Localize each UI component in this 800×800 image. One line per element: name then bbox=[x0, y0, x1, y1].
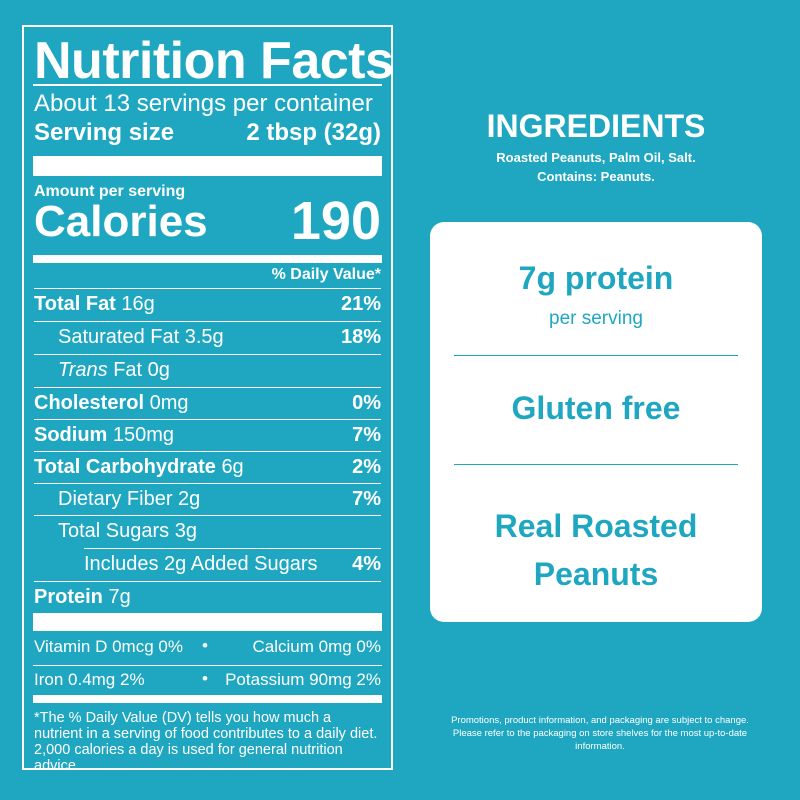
bullet: • bbox=[202, 669, 208, 688]
nutrient-name: Total Carbohydrate bbox=[34, 456, 216, 478]
nutrient-name: Protein bbox=[34, 586, 103, 608]
claims-card: 7g protein per serving Gluten free Real … bbox=[430, 222, 762, 622]
nutrient-amount: 7g bbox=[108, 586, 131, 608]
serving-size-value: 2 tbsp (32g) bbox=[246, 119, 381, 146]
nutrient-dv: 0% bbox=[352, 392, 381, 414]
divider bbox=[33, 665, 382, 666]
nutrient-amount: 150mg bbox=[112, 424, 175, 446]
potassium: Potassium 90mg 2% bbox=[225, 670, 381, 689]
nutrient-row-total-fat: Total Fat 16g 21% bbox=[34, 288, 381, 318]
nutrient-row-sodium: Sodium 150mg 7% bbox=[34, 419, 381, 449]
protein-claim-sub: per serving bbox=[549, 308, 643, 329]
nutrient-name: Dietary Fiber 2g bbox=[58, 488, 201, 510]
card-divider bbox=[454, 464, 738, 465]
ingredients-list: Roasted Peanuts, Palm Oil, Salt. bbox=[496, 150, 696, 165]
medium-divider bbox=[33, 255, 382, 263]
ingredients-contains: Contains: Peanuts. bbox=[537, 169, 655, 184]
nutrient-row-cholesterol: Cholesterol 0mg 0% bbox=[34, 387, 381, 417]
nutrient-dv: 7% bbox=[352, 424, 381, 446]
peanuts-claim: Peanuts bbox=[533, 556, 659, 592]
nutrient-dv: 2% bbox=[352, 456, 381, 478]
nutrient-row-total-carbohydrate: Total Carbohydrate 6g 2% bbox=[34, 451, 381, 481]
nutrient-row-added-sugars: Includes 2g Added Sugars 4% bbox=[84, 548, 381, 578]
gluten-free-claim: Gluten free bbox=[511, 390, 681, 426]
serving-size-label: Serving size bbox=[34, 119, 175, 146]
nutrient-row-total-sugars: Total Sugars 3g bbox=[34, 515, 381, 545]
nutrient-row-dietary-fiber: Dietary Fiber 2g 7% bbox=[34, 483, 381, 513]
nutrient-dv: 21% bbox=[340, 293, 381, 315]
nutrient-row-protein: Protein 7g bbox=[34, 581, 381, 611]
nutrient-dv: 4% bbox=[352, 553, 381, 575]
nutrient-dv: 18% bbox=[340, 326, 381, 348]
nutrient-name: Cholesterol bbox=[34, 392, 145, 414]
card-divider bbox=[454, 355, 738, 356]
disclaimer: Promotions, product information, and pac… bbox=[451, 715, 749, 752]
calcium: Calcium 0mg 0% bbox=[252, 637, 382, 656]
vitamin-d: Vitamin D 0mcg 0% bbox=[34, 637, 183, 656]
nutrient-amount: 0mg bbox=[149, 392, 189, 414]
calories-label: Calories bbox=[34, 197, 208, 246]
bullet: • bbox=[202, 636, 208, 655]
thick-divider bbox=[33, 613, 382, 631]
calories-value: 190 bbox=[290, 191, 381, 251]
nutrient-amount: Fat 0g bbox=[107, 359, 170, 381]
nutrient-row-saturated-fat: Saturated Fat 3.5g 18% bbox=[34, 321, 381, 351]
nutrient-name: Sodium bbox=[34, 424, 108, 446]
real-roasted-claim: Real Roasted bbox=[494, 508, 698, 544]
servings-per-container: About 13 servings per container bbox=[34, 90, 373, 117]
medium-divider bbox=[33, 695, 382, 703]
iron: Iron 0.4mg 2% bbox=[34, 670, 145, 689]
nutrient-amount: 16g bbox=[121, 293, 155, 315]
protein-claim: 7g protein bbox=[518, 260, 674, 296]
nutrient-name: Includes 2g Added Sugars bbox=[84, 553, 318, 575]
nutrition-facts-panel: Nutrition Facts About 13 servings per co… bbox=[22, 25, 394, 774]
nutrition-title: Nutrition Facts bbox=[34, 32, 394, 90]
amount-per-serving: Amount per serving bbox=[34, 183, 186, 200]
footnote: *The % Daily Value (DV) tells you how mu… bbox=[34, 710, 378, 774]
divider bbox=[33, 84, 382, 86]
thick-divider bbox=[33, 156, 382, 176]
nutrient-name: Trans bbox=[58, 359, 108, 381]
nutrient-name: Total Sugars 3g bbox=[58, 520, 197, 542]
daily-value-header: % Daily Value* bbox=[271, 266, 381, 283]
nutrient-row-trans-fat: Trans Fat 0g bbox=[34, 354, 381, 384]
ingredients-title: INGREDIENTS bbox=[486, 108, 706, 144]
nutrient-dv: 7% bbox=[352, 488, 381, 510]
nutrient-amount: 6g bbox=[221, 456, 244, 478]
nutrient-name: Total Fat bbox=[34, 293, 116, 315]
nutrient-name: Saturated Fat 3.5g bbox=[58, 326, 224, 348]
